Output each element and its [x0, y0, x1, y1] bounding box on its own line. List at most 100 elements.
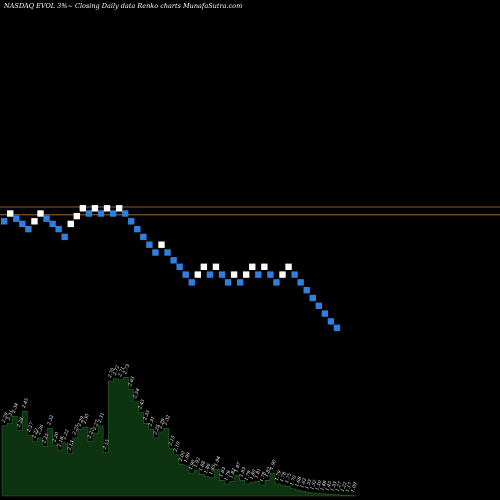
volume-label: 2.45 [21, 397, 31, 410]
renko-brick [67, 220, 74, 228]
volume-label: 2.65 [127, 375, 137, 388]
volume-label: 1.82 [264, 466, 273, 478]
renko-brick [109, 210, 117, 217]
renko-brick [212, 263, 220, 270]
renko-brick [176, 263, 183, 270]
volume-area [1, 377, 357, 497]
volume-label: 2.18 [56, 436, 66, 449]
renko-brick [333, 324, 341, 332]
renko-brick [303, 287, 310, 294]
renko-brick [13, 215, 20, 222]
volume-label: 1.86 [203, 463, 212, 475]
renko-brick [49, 220, 56, 228]
volume-label: 2.45 [137, 398, 147, 411]
renko-brick [261, 263, 268, 270]
renko-brick [152, 249, 159, 256]
renko-brick [170, 257, 177, 264]
volume-label: 1.79 [223, 470, 232, 482]
renko-brick [182, 271, 189, 278]
volume-label: 2.30 [81, 413, 91, 426]
volume-label: 1.45 [324, 480, 333, 492]
renko-brick [236, 279, 244, 286]
volume-label: 1.80 [249, 469, 258, 481]
renko-bricks [1, 205, 341, 332]
volume-label: 1.92 [193, 457, 202, 469]
renko-brick [327, 318, 335, 325]
volume-label: 2.70 [107, 367, 117, 380]
volume-label: 2.13 [66, 440, 76, 453]
renko-brick [140, 233, 147, 241]
renko-brick [230, 271, 238, 278]
renko-brick [188, 279, 195, 286]
volume-label: 2.34 [11, 402, 21, 415]
volume-label: 1.27 [335, 481, 344, 493]
renko-brick [267, 271, 274, 278]
renko-brick [285, 263, 292, 270]
renko-brick [291, 271, 298, 278]
renko-brick [85, 210, 93, 217]
renko-brick [43, 215, 50, 222]
volume-label: 2.22 [61, 429, 71, 442]
renko-brick [297, 279, 304, 286]
renko-brick [279, 271, 286, 278]
renko-brick [273, 279, 280, 286]
volume-label: 2.25 [152, 424, 162, 437]
renko-brick [128, 218, 135, 225]
volume-label: 1.17 [345, 481, 354, 493]
volume-label: 1.62 [299, 477, 308, 489]
volume-label: 2.31 [147, 415, 157, 428]
renko-brick [249, 263, 256, 270]
renko-brick [315, 302, 322, 309]
volume-label: 2.54 [132, 388, 142, 401]
volume-label: 2.15 [167, 435, 177, 448]
volume-label: 1.22 [340, 481, 349, 493]
volume-label: 1.83 [218, 466, 227, 478]
volume-area-path [1, 377, 357, 497]
volume-label: 1.88 [198, 460, 207, 472]
volume-label: 1.79 [274, 470, 283, 482]
volume-label: 2.35 [142, 409, 152, 422]
renko-brick [158, 241, 165, 248]
volume-labels: 2.292.312.342.282.452.272.222.262.212.32… [0, 363, 358, 493]
volume-label: 2.26 [36, 424, 46, 437]
renko-brick [31, 218, 38, 225]
renko-brick [55, 225, 62, 233]
volume-label: 2.31 [5, 409, 15, 422]
renko-brick [73, 212, 80, 220]
volume-label: 2.32 [162, 414, 172, 427]
renko-brick [321, 310, 329, 317]
volume-label: 1.87 [233, 461, 242, 473]
renko-brick [91, 205, 99, 212]
renko-brick [7, 210, 14, 217]
renko-brick [25, 225, 32, 233]
volume-label: 1.09 [350, 482, 359, 494]
renko-brick [134, 225, 141, 233]
volume-label: 1.82 [228, 467, 237, 479]
renko-brick [103, 205, 111, 212]
renko-brick [122, 210, 129, 217]
volume-label: 1.83 [238, 466, 247, 478]
volume-label: 1.52 [309, 479, 318, 491]
volume-label: 2.10 [172, 441, 182, 454]
volume-label: 1.90 [188, 459, 197, 471]
volume-label: 1.90 [269, 459, 278, 471]
renko-brick [37, 210, 44, 217]
renko-brick [97, 210, 105, 217]
volume-label: 2.29 [0, 412, 10, 425]
volume-label: 1.68 [294, 476, 303, 488]
volume-label: 2.20 [51, 431, 61, 444]
volume-label: 2.27 [26, 421, 36, 434]
renko-brick [194, 271, 201, 278]
chart-title: NASDAQ EVOL 3%~ Closing Daily data Renko… [3, 2, 242, 10]
volume-label: 1.48 [319, 480, 328, 492]
volume-label: 1.81 [254, 467, 263, 479]
volume-label: 1.85 [208, 464, 217, 476]
volume-label: 1.70 [289, 475, 298, 487]
renko-brick [224, 279, 232, 286]
volume-label: 2.21 [41, 432, 51, 445]
volume-label: 2.72 [112, 365, 122, 378]
renko-brick [255, 271, 262, 278]
volume-label: 1.75 [284, 472, 293, 484]
renko-brick [206, 271, 214, 278]
